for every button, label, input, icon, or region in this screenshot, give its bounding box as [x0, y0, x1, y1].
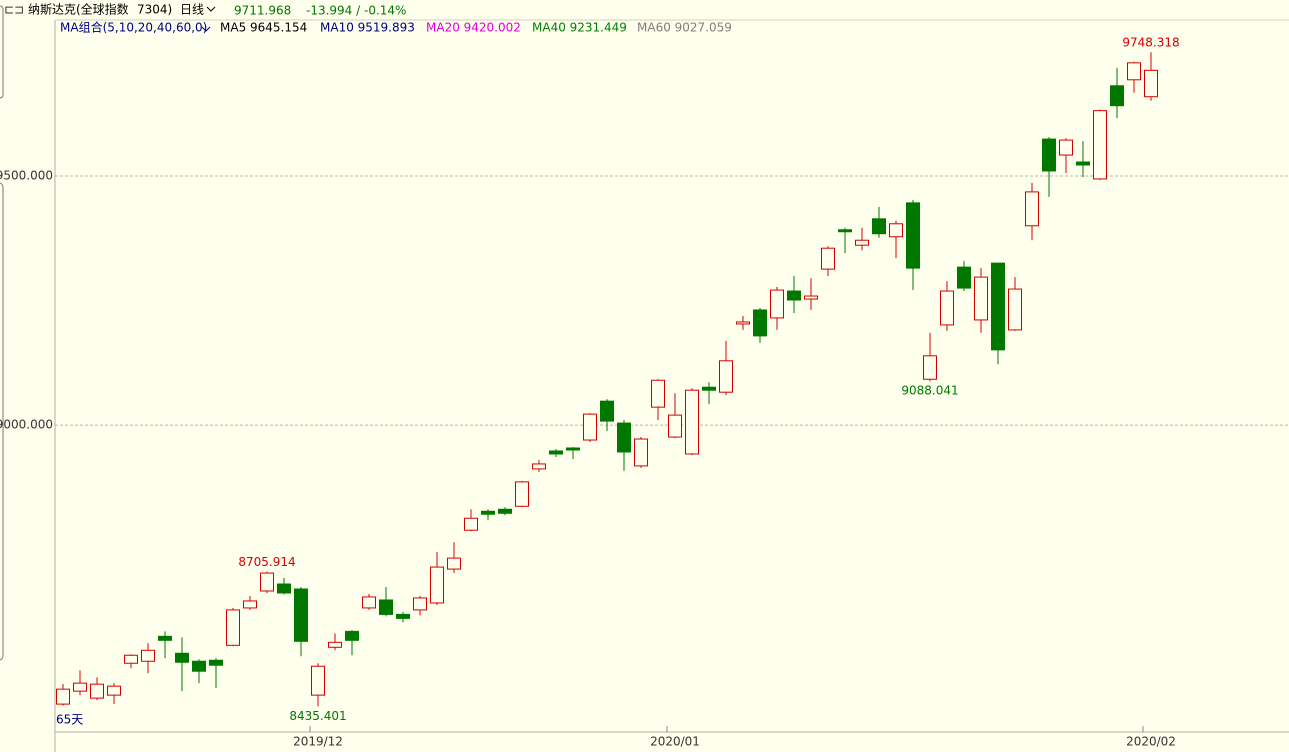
ma-dropdown[interactable]: [201, 26, 211, 32]
period-label: 65天: [56, 713, 83, 727]
candle-body: [345, 630, 359, 641]
candle-body: [787, 290, 801, 301]
icon: ⊏⊐: [4, 3, 24, 17]
period-dropdown[interactable]: [206, 6, 216, 12]
candle-body: [1059, 139, 1073, 156]
candle-body: [481, 510, 495, 515]
candle-body: [311, 665, 325, 696]
index-code: 7304): [137, 3, 172, 17]
candle-body: [447, 557, 461, 570]
period[interactable]: 日线: [180, 3, 204, 17]
candle-body: [175, 652, 189, 663]
x-tick-label: 2020/01: [650, 735, 700, 749]
candle-body: [328, 641, 342, 648]
candle-body: [413, 597, 427, 611]
candle-body: [838, 229, 852, 233]
candle-body: [889, 223, 903, 238]
price-change: -13.994 / -0.14%: [306, 4, 406, 18]
candle-body: [107, 685, 121, 696]
candle-body: [73, 682, 87, 692]
ma-legend-item: MA60 9027.059: [637, 21, 732, 35]
candle-body: [294, 588, 308, 642]
candle-body: [226, 609, 240, 646]
low-label: 9088.041: [901, 384, 958, 398]
y-tick-label: 9500.000: [0, 168, 53, 182]
candle-body: [90, 683, 104, 699]
candle-body: [583, 413, 597, 441]
candle-body: [634, 438, 648, 467]
candle-body: [1110, 85, 1124, 107]
candle-body: [464, 517, 478, 531]
low-label: 8435.401: [289, 709, 346, 723]
candle-body: [362, 596, 376, 609]
candle-body: [702, 386, 716, 391]
ma-legend-item: MA40 9231.449: [532, 21, 627, 35]
candle-body: [974, 276, 988, 321]
candle-body: [736, 321, 750, 325]
candle-body: [1025, 191, 1039, 227]
candle-body: [1093, 110, 1107, 180]
candle-body: [192, 660, 206, 672]
candle-body: [396, 613, 410, 619]
candle-body: [1008, 288, 1022, 331]
candle-body: [957, 266, 971, 289]
x-tick-label: 2019/12: [293, 735, 343, 749]
candle-body: [872, 218, 886, 235]
candle-body: [379, 599, 393, 615]
candle-body: [141, 649, 155, 662]
candle-body: [855, 239, 869, 246]
candle-body: [685, 389, 699, 455]
candle-body: [668, 414, 682, 438]
candle-body: [515, 481, 529, 507]
candle-body: [498, 508, 512, 514]
candle-body: [770, 289, 784, 319]
side-panel: [0, 5, 4, 99]
candle-body: [1042, 138, 1056, 172]
candle-body: [243, 600, 257, 609]
candle-body: [56, 688, 70, 705]
ma-legend-item: MA20 9420.002: [426, 21, 521, 35]
candle-body: [821, 247, 835, 270]
index-name: 纳斯达克(全球指数: [28, 2, 129, 17]
candle-body: [260, 572, 274, 592]
high-label: 9748.318: [1122, 36, 1179, 50]
candle-body: [1076, 161, 1090, 166]
candle-body: [753, 309, 767, 337]
ma-group[interactable]: MA组合(5,10,20,40,60,0): [60, 20, 207, 35]
ma-legend-item: MA10 9519.893: [320, 21, 415, 35]
candle-body: [158, 635, 172, 641]
candle-body: [719, 360, 733, 393]
candle-body: [923, 355, 937, 380]
candle-body: [651, 379, 665, 408]
candle-body: [804, 295, 818, 300]
candle-body: [1127, 62, 1141, 81]
y-tick-label: 9000.000: [0, 418, 53, 432]
candle-body: [277, 583, 291, 594]
candle-body: [617, 422, 631, 453]
candle-body: [600, 400, 614, 422]
candle-body: [430, 566, 444, 604]
candle-body: [906, 202, 920, 269]
ma-legend-item: MA5 9645.154: [220, 21, 307, 35]
candle-body: [124, 654, 138, 664]
x-tick-label: 2020/02: [1126, 735, 1176, 749]
side-panel: [0, 182, 4, 661]
candle-body: [532, 463, 546, 470]
candle-body: [549, 450, 563, 455]
price: 9711.968: [234, 4, 291, 18]
candle-body: [991, 262, 1005, 351]
candle-body: [940, 290, 954, 326]
candle-body: [209, 659, 223, 666]
candle-body: [1144, 69, 1158, 98]
candle-body: [566, 447, 580, 451]
high-label: 8705.914: [238, 555, 295, 569]
